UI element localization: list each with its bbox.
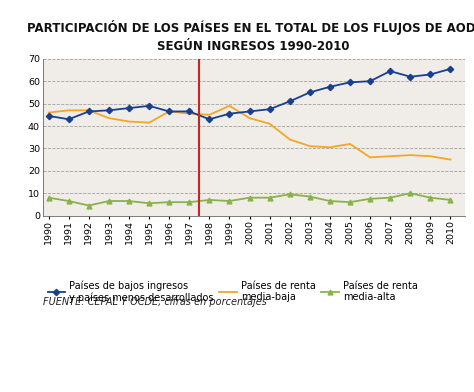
Legend: Países de bajos ingresos
y países menos desarrollados, Países de renta
media-baj: Países de bajos ingresos y países menos …	[47, 280, 418, 303]
Title: PARTICIPACIÓN DE LOS PAÍSES EN EL TOTAL DE LOS FLUJOS DE AOD,
SEGÚN INGRESOS 199: PARTICIPACIÓN DE LOS PAÍSES EN EL TOTAL …	[27, 20, 474, 53]
Text: FUENTE: CEPAL Y OCDE, cifras en porcentajes: FUENTE: CEPAL Y OCDE, cifras en porcenta…	[43, 297, 266, 307]
